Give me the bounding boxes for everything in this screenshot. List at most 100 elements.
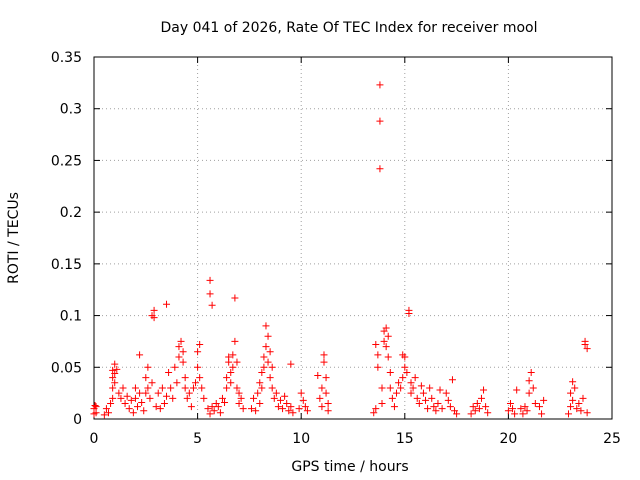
x-tick-label: 10 — [292, 431, 310, 447]
data-point — [258, 368, 266, 376]
data-point — [260, 363, 268, 371]
data-point — [105, 409, 113, 417]
data-point — [413, 394, 421, 402]
data-point — [438, 405, 446, 413]
data-point — [407, 389, 415, 397]
data-point — [322, 389, 330, 397]
data-point — [167, 384, 175, 392]
data-point — [272, 389, 280, 397]
x-tick-label: 25 — [603, 431, 621, 447]
data-point — [531, 399, 539, 407]
y-tick-label: 0.3 — [60, 102, 82, 118]
data-point — [374, 351, 382, 359]
data-point — [521, 403, 529, 411]
data-point — [262, 322, 270, 330]
data-point — [444, 396, 452, 404]
data-point — [289, 409, 297, 417]
data-point — [376, 81, 384, 89]
data-point — [229, 351, 237, 359]
data-point — [401, 353, 409, 361]
data-point — [564, 410, 572, 418]
data-point — [424, 405, 432, 413]
data-point — [229, 363, 237, 371]
data-point — [208, 301, 216, 309]
data-point — [206, 276, 214, 284]
data-point — [482, 403, 490, 411]
data-point — [386, 368, 394, 376]
data-point — [223, 374, 231, 382]
data-point — [382, 343, 390, 351]
y-tick-label: 0.35 — [51, 50, 82, 66]
data-point — [177, 337, 185, 345]
data-point — [506, 399, 514, 407]
data-point — [324, 407, 332, 415]
data-point — [192, 379, 200, 387]
data-point — [268, 363, 276, 371]
data-point — [571, 384, 579, 392]
data-point — [138, 398, 146, 406]
data-point — [127, 396, 135, 404]
data-point — [156, 405, 164, 413]
x-axis-label: GPS time / hours — [291, 459, 408, 475]
data-point — [206, 290, 214, 298]
data-point — [252, 407, 260, 415]
data-point — [519, 410, 527, 418]
data-point — [295, 405, 303, 413]
data-point — [569, 396, 577, 404]
grid-lines — [94, 57, 612, 419]
data-point — [117, 394, 125, 402]
data-point — [320, 358, 328, 366]
data-point — [179, 358, 187, 366]
data-point — [264, 332, 272, 340]
data-point — [125, 405, 133, 413]
data-point — [380, 337, 388, 345]
data-point — [285, 407, 293, 415]
data-point — [107, 399, 115, 407]
data-point — [223, 384, 231, 392]
data-point — [208, 403, 216, 411]
data-point — [583, 409, 591, 417]
data-point — [409, 384, 417, 392]
data-point — [239, 405, 247, 413]
data-point — [405, 306, 413, 314]
data-point — [109, 374, 117, 382]
data-point — [187, 403, 195, 411]
data-point — [121, 399, 129, 407]
data-point — [129, 409, 137, 417]
data-point — [434, 399, 442, 407]
data-point — [175, 343, 183, 351]
data-point — [525, 389, 533, 397]
data-point — [567, 389, 575, 397]
data-point — [102, 405, 110, 413]
data-point — [384, 353, 392, 361]
data-point — [411, 374, 419, 382]
plot-area-border — [93, 56, 613, 420]
data-point — [200, 394, 208, 402]
data-point — [214, 403, 222, 411]
data-point — [448, 376, 456, 384]
data-point — [231, 294, 239, 302]
data-point — [119, 384, 127, 392]
data-point — [426, 384, 434, 392]
data-point — [287, 403, 295, 411]
data-point — [250, 394, 258, 402]
data-point — [525, 377, 533, 385]
data-point — [523, 407, 531, 415]
data-point — [575, 399, 583, 407]
data-point — [237, 394, 245, 402]
data-point — [281, 392, 289, 400]
data-point — [415, 399, 423, 407]
data-point — [376, 117, 384, 125]
data-point — [388, 394, 396, 402]
data-point — [206, 410, 214, 418]
data-point — [401, 363, 409, 371]
data-point — [573, 405, 581, 413]
data-point — [287, 360, 295, 368]
y-axis-label: ROTI / TECUs — [6, 192, 22, 284]
data-point — [163, 392, 171, 400]
y-tick-label: 0.25 — [51, 153, 82, 169]
chart-title: Day 041 of 2026, Rate Of TEC Index for r… — [160, 20, 537, 36]
data-point — [484, 409, 492, 417]
data-point — [204, 405, 212, 413]
data-point — [266, 348, 274, 356]
